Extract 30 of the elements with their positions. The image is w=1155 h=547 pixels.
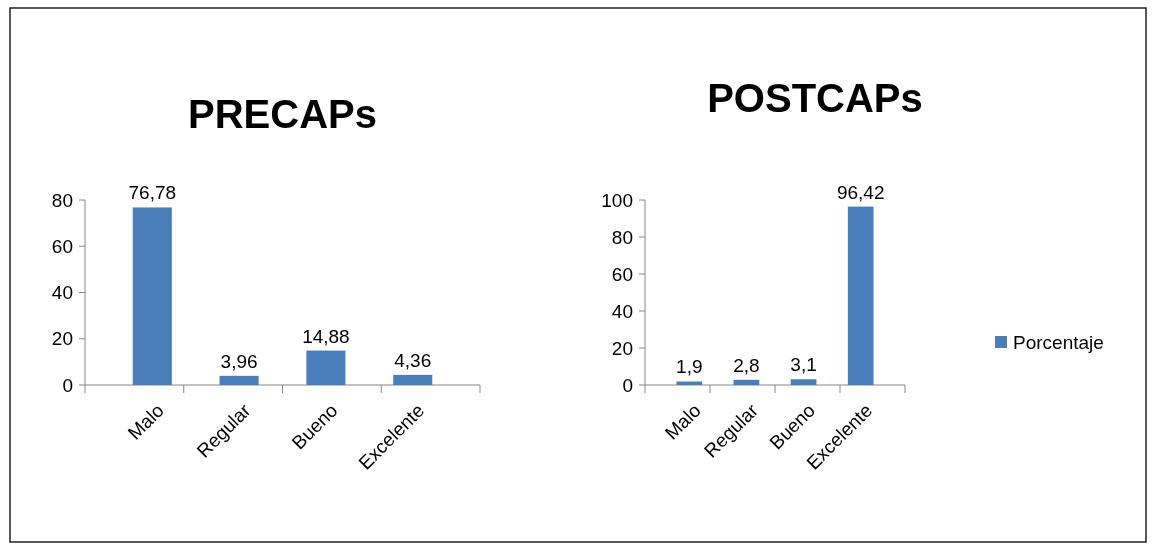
data-label: 3,96 xyxy=(220,350,258,372)
y-tick-label: 20 xyxy=(51,328,73,350)
y-tick-label: 100 xyxy=(601,189,633,211)
y-tick-label: 60 xyxy=(51,235,73,257)
bar xyxy=(306,350,346,385)
y-tick-label: 0 xyxy=(622,374,633,396)
y-tick-label: 60 xyxy=(611,263,633,285)
y-tick-label: 0 xyxy=(62,374,73,396)
bar xyxy=(132,207,172,385)
chart-title: PRECAPs xyxy=(188,92,377,136)
bar xyxy=(393,374,433,385)
bar xyxy=(219,375,259,385)
data-label: 3,1 xyxy=(790,354,817,376)
data-label: 96,42 xyxy=(836,181,885,203)
bar xyxy=(847,206,874,385)
y-tick-label: 40 xyxy=(51,282,73,304)
y-tick-label: 80 xyxy=(611,226,633,248)
data-label: 1,9 xyxy=(676,356,703,378)
chart-title: POSTCAPs xyxy=(707,76,923,120)
y-tick-label: 40 xyxy=(611,300,633,322)
bar xyxy=(676,381,703,385)
data-label: 4,36 xyxy=(394,349,432,371)
bar xyxy=(790,379,817,385)
data-label: 14,88 xyxy=(302,325,350,347)
data-label: 2,8 xyxy=(733,354,760,376)
legend-label: Porcentaje xyxy=(1013,331,1104,353)
data-label: 76,78 xyxy=(128,182,177,204)
y-tick-label: 80 xyxy=(51,189,73,211)
bar xyxy=(733,379,760,385)
y-tick-label: 20 xyxy=(611,337,633,359)
